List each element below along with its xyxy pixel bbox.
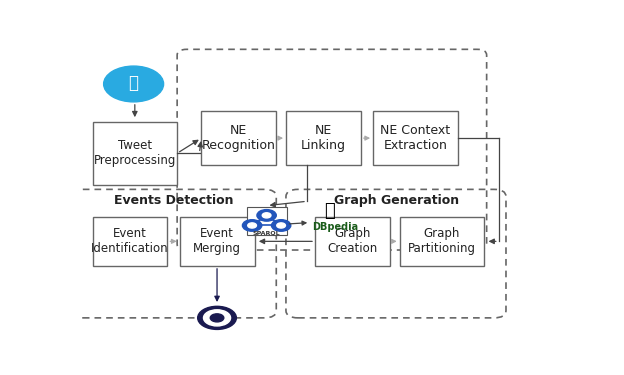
FancyBboxPatch shape	[92, 122, 177, 185]
FancyBboxPatch shape	[92, 217, 167, 266]
FancyBboxPatch shape	[286, 111, 361, 165]
Circle shape	[248, 223, 256, 228]
Text: Graph
Creation: Graph Creation	[328, 227, 378, 255]
Circle shape	[203, 310, 231, 326]
Text: Graph
Partitioning: Graph Partitioning	[408, 227, 476, 255]
Circle shape	[104, 66, 163, 102]
Circle shape	[210, 314, 224, 322]
Text: Event
Merging: Event Merging	[193, 227, 241, 255]
FancyBboxPatch shape	[373, 111, 457, 165]
Text: DBpedia: DBpedia	[312, 222, 358, 232]
FancyBboxPatch shape	[202, 111, 276, 165]
Circle shape	[262, 213, 271, 218]
Text: NE
Recognition: NE Recognition	[202, 124, 276, 152]
Text: Graph Generation: Graph Generation	[334, 194, 459, 207]
Text: Events Detection: Events Detection	[114, 194, 233, 207]
FancyBboxPatch shape	[180, 217, 255, 266]
Circle shape	[198, 306, 236, 329]
Text: NE Context
Extraction: NE Context Extraction	[380, 124, 451, 152]
FancyBboxPatch shape	[399, 217, 484, 266]
FancyBboxPatch shape	[246, 207, 286, 235]
FancyBboxPatch shape	[315, 217, 390, 266]
Circle shape	[257, 210, 276, 221]
Text: 🌻: 🌻	[324, 202, 335, 220]
Circle shape	[271, 220, 291, 231]
Text: Event
Identification: Event Identification	[91, 227, 169, 255]
Text: 🐦: 🐦	[129, 74, 139, 92]
Circle shape	[277, 223, 285, 228]
Text: NE
Linking: NE Linking	[301, 124, 346, 152]
Circle shape	[242, 220, 262, 231]
Text: SPARQL: SPARQL	[253, 231, 280, 236]
Text: Tweet
Preprocessing: Tweet Preprocessing	[94, 139, 176, 167]
